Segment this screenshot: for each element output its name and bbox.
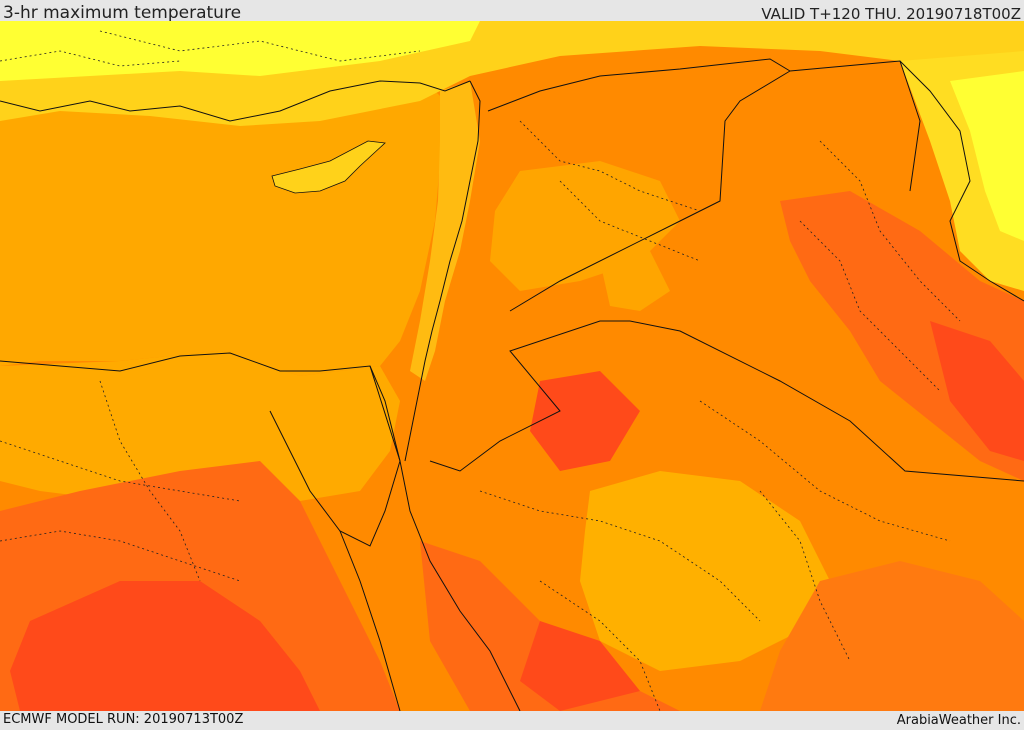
footer-bar [0,711,1024,729]
sea-region [0,76,440,376]
iraq-gold [600,251,670,311]
admin-boundaries [0,30,961,711]
hot-spot-2 [930,321,1024,461]
borders [0,58,1024,711]
jordan-border [429,320,630,472]
hejaz-hot [420,541,680,711]
syria-iraq-border [509,70,791,312]
red-sea-east [399,460,521,711]
sinai-border [369,365,401,462]
iraq-iran-border [899,60,921,192]
egypt-hotter [10,581,320,711]
west-amber [0,351,400,501]
cool-band-northeast-2 [950,71,1024,241]
header-bar [0,0,1024,21]
map-title: 3-hr maximum temperature [3,3,242,23]
iran-border [789,60,1024,302]
hot-spot-1 [530,371,640,471]
levant-coastline [404,80,481,462]
hot-spot-3 [520,621,640,711]
syria-turkey-border [487,58,791,112]
levant-coast [410,81,480,381]
south-east-hot [760,561,1024,711]
valid-time: VALID T+120 THU. 20190718T00Z [761,5,1021,23]
credit-label: ArabiaWeather Inc. [896,713,1021,728]
red-sea-west [339,530,401,711]
saudi-iraq-border [629,320,1024,482]
model-run-label: ECMWF MODEL RUN: 20190713T00Z [3,712,244,727]
turkey-coast [0,80,471,122]
cyprus [271,140,386,194]
egypt-coast [0,352,401,462]
temperature-map[interactable] [0,21,1024,711]
